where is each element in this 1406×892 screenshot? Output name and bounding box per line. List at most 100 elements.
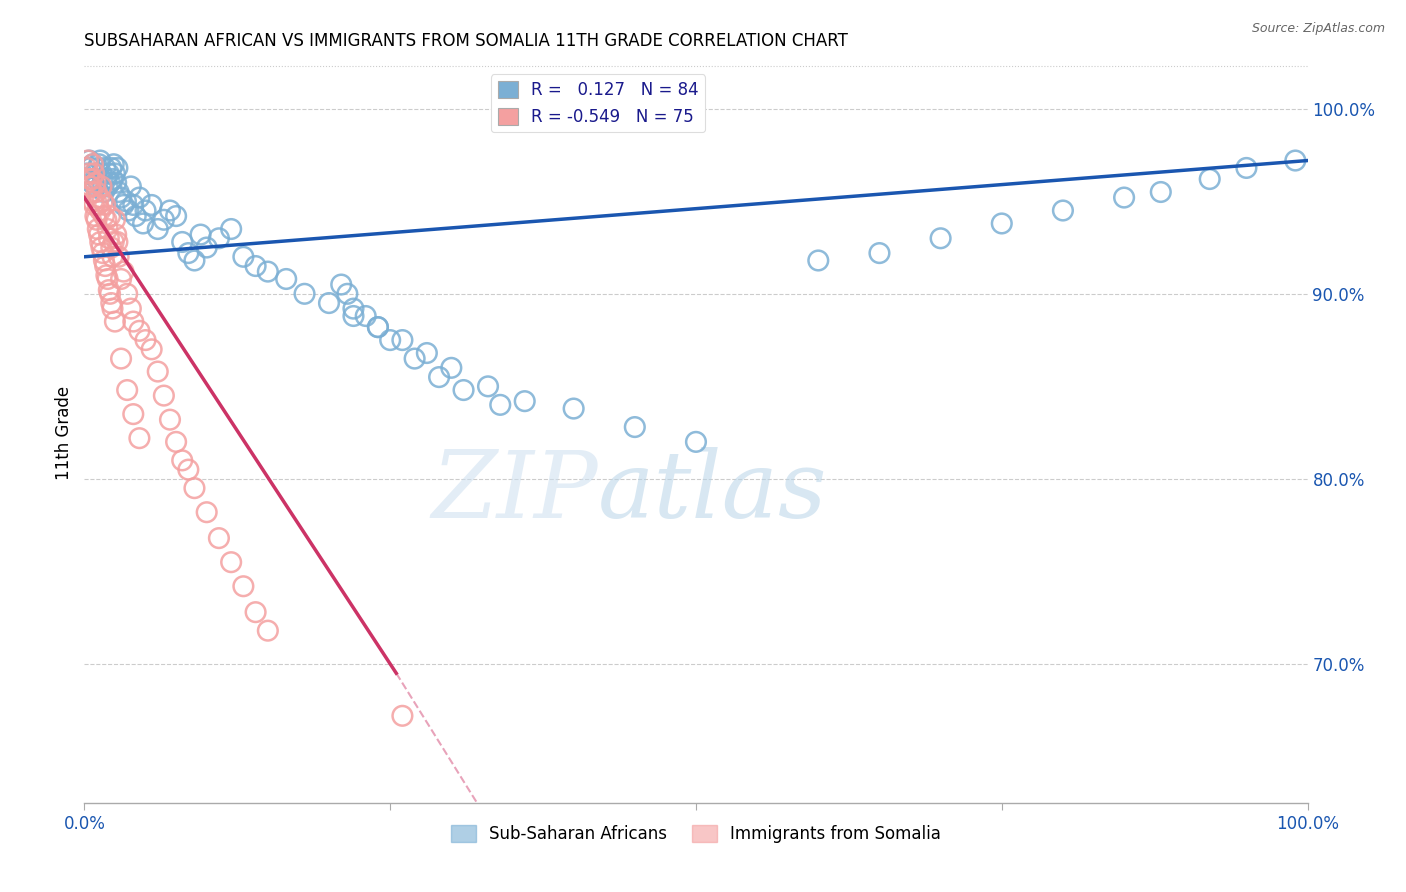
Point xyxy=(208,531,231,545)
Point xyxy=(477,379,499,393)
Point xyxy=(112,198,135,212)
Point xyxy=(257,264,280,278)
Point xyxy=(84,209,107,223)
Point xyxy=(122,198,145,212)
Point xyxy=(98,286,121,301)
Point xyxy=(110,272,132,286)
Point xyxy=(1198,172,1220,186)
Point xyxy=(104,166,127,180)
Point xyxy=(87,222,110,236)
Point xyxy=(391,708,413,723)
Point xyxy=(83,198,105,212)
Point xyxy=(153,389,176,403)
Point xyxy=(105,161,128,175)
Point xyxy=(135,333,157,347)
Point xyxy=(107,250,129,264)
Point xyxy=(100,240,122,254)
Point xyxy=(97,283,120,297)
Point xyxy=(84,176,107,190)
Point xyxy=(177,246,200,260)
Point xyxy=(195,240,218,254)
Point xyxy=(97,222,120,236)
Point xyxy=(367,320,389,334)
Point xyxy=(391,333,413,347)
Point xyxy=(380,333,402,347)
Y-axis label: 11th Grade: 11th Grade xyxy=(55,385,73,480)
Point xyxy=(440,360,463,375)
Point xyxy=(562,401,585,416)
Point xyxy=(141,343,163,357)
Text: Source: ZipAtlas.com: Source: ZipAtlas.com xyxy=(1251,22,1385,36)
Legend: Sub-Saharan Africans, Immigrants from Somalia: Sub-Saharan Africans, Immigrants from So… xyxy=(444,819,948,850)
Point xyxy=(1150,185,1173,199)
Point xyxy=(404,351,426,366)
Point xyxy=(87,198,110,212)
Point xyxy=(1236,161,1258,175)
Point xyxy=(96,212,118,227)
Point xyxy=(105,227,128,242)
Point xyxy=(354,309,377,323)
Point xyxy=(105,235,128,249)
Point xyxy=(97,231,120,245)
Point xyxy=(122,407,145,421)
Point xyxy=(115,383,138,397)
Point xyxy=(336,286,359,301)
Point xyxy=(245,259,267,273)
Point xyxy=(104,314,127,328)
Point xyxy=(115,194,138,209)
Point xyxy=(86,212,108,227)
Point xyxy=(427,370,450,384)
Point xyxy=(76,161,98,175)
Point xyxy=(190,227,212,242)
Point xyxy=(110,351,132,366)
Point xyxy=(105,176,128,190)
Point xyxy=(276,272,298,286)
Point xyxy=(135,203,157,218)
Point xyxy=(232,250,254,264)
Text: atlas: atlas xyxy=(598,447,828,537)
Point xyxy=(245,605,267,619)
Point xyxy=(342,309,364,323)
Point xyxy=(100,296,122,310)
Point xyxy=(86,172,108,186)
Point xyxy=(294,286,316,301)
Point xyxy=(90,179,112,194)
Point xyxy=(807,253,830,268)
Point xyxy=(232,579,254,593)
Point xyxy=(77,153,100,168)
Point xyxy=(929,231,952,245)
Point xyxy=(79,179,101,194)
Text: SUBSAHARAN AFRICAN VS IMMIGRANTS FROM SOMALIA 11TH GRADE CORRELATION CHART: SUBSAHARAN AFRICAN VS IMMIGRANTS FROM SO… xyxy=(84,32,848,50)
Point xyxy=(132,217,155,231)
Point xyxy=(183,481,205,495)
Point xyxy=(82,157,104,171)
Point xyxy=(120,301,142,316)
Point xyxy=(122,314,145,328)
Point xyxy=(93,185,115,199)
Point xyxy=(87,157,110,171)
Point xyxy=(1284,153,1306,168)
Point xyxy=(991,217,1014,231)
Point xyxy=(219,222,242,236)
Point xyxy=(1052,203,1074,218)
Point xyxy=(98,176,121,190)
Point xyxy=(91,194,114,209)
Point xyxy=(98,209,121,223)
Point xyxy=(83,166,105,180)
Point xyxy=(97,166,120,180)
Text: ZIP: ZIP xyxy=(432,447,598,537)
Point xyxy=(83,166,105,180)
Point xyxy=(117,203,139,218)
Point xyxy=(257,624,280,638)
Point xyxy=(159,412,181,426)
Point xyxy=(90,166,112,180)
Point xyxy=(125,209,148,223)
Point xyxy=(94,259,117,273)
Point xyxy=(453,383,475,397)
Point xyxy=(103,235,125,249)
Point xyxy=(84,179,107,194)
Point xyxy=(367,320,389,334)
Point xyxy=(330,277,353,292)
Point xyxy=(76,166,98,180)
Point xyxy=(87,227,110,242)
